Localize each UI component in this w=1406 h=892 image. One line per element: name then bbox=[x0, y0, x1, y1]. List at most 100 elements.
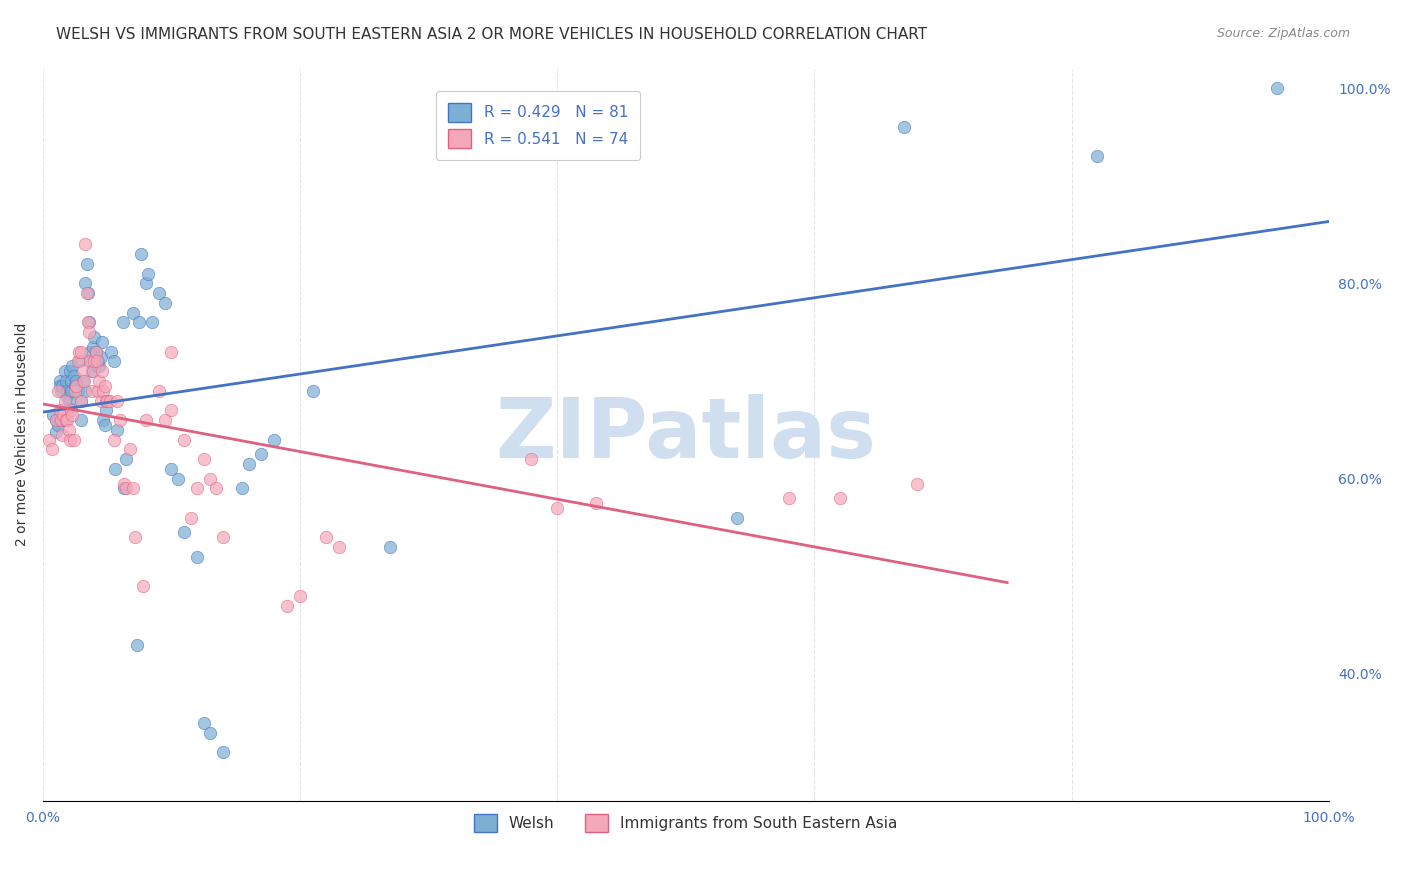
Immigrants from South Eastern Asia bbox=[173, 433, 195, 447]
Welsh bbox=[46, 417, 69, 432]
Welsh bbox=[62, 359, 84, 374]
Welsh bbox=[77, 286, 100, 301]
Immigrants from South Eastern Asia bbox=[112, 476, 135, 491]
Welsh bbox=[67, 354, 90, 368]
Welsh bbox=[90, 350, 112, 364]
Welsh bbox=[42, 408, 65, 422]
Welsh bbox=[48, 379, 70, 393]
Immigrants from South Eastern Asia bbox=[186, 482, 208, 496]
Welsh bbox=[52, 413, 75, 427]
Immigrants from South Eastern Asia bbox=[72, 364, 94, 378]
Y-axis label: 2 or more Vehicles in Household: 2 or more Vehicles in Household bbox=[15, 323, 30, 547]
Welsh bbox=[212, 745, 235, 759]
Immigrants from South Eastern Asia bbox=[120, 442, 142, 457]
Welsh bbox=[75, 277, 97, 291]
Immigrants from South Eastern Asia bbox=[778, 491, 800, 505]
Welsh bbox=[125, 638, 148, 652]
Immigrants from South Eastern Asia bbox=[89, 374, 111, 388]
Immigrants from South Eastern Asia bbox=[160, 403, 183, 417]
Legend: Welsh, Immigrants from South Eastern Asia: Welsh, Immigrants from South Eastern Asi… bbox=[461, 801, 910, 845]
Welsh bbox=[94, 403, 117, 417]
Welsh bbox=[91, 334, 114, 349]
Welsh bbox=[53, 364, 76, 378]
Immigrants from South Eastern Asia bbox=[62, 408, 84, 422]
Welsh bbox=[100, 344, 122, 359]
Immigrants from South Eastern Asia bbox=[212, 530, 235, 544]
Immigrants from South Eastern Asia bbox=[76, 286, 98, 301]
Welsh bbox=[263, 433, 285, 447]
Welsh bbox=[167, 472, 190, 486]
Immigrants from South Eastern Asia bbox=[77, 315, 100, 329]
Welsh bbox=[56, 384, 79, 398]
Welsh bbox=[91, 413, 114, 427]
Immigrants from South Eastern Asia bbox=[70, 344, 93, 359]
Welsh bbox=[186, 549, 208, 564]
Immigrants from South Eastern Asia bbox=[98, 393, 121, 408]
Welsh bbox=[86, 359, 108, 374]
Welsh bbox=[45, 425, 67, 439]
Welsh bbox=[80, 364, 103, 378]
Welsh bbox=[198, 725, 221, 739]
Immigrants from South Eastern Asia bbox=[75, 237, 97, 252]
Immigrants from South Eastern Asia bbox=[84, 344, 107, 359]
Welsh bbox=[72, 374, 94, 388]
Immigrants from South Eastern Asia bbox=[51, 427, 73, 442]
Welsh bbox=[58, 401, 80, 416]
Immigrants from South Eastern Asia bbox=[148, 384, 170, 398]
Welsh bbox=[141, 315, 163, 329]
Welsh bbox=[45, 413, 67, 427]
Immigrants from South Eastern Asia bbox=[56, 413, 79, 427]
Welsh bbox=[893, 120, 915, 134]
Immigrants from South Eastern Asia bbox=[180, 510, 202, 524]
Immigrants from South Eastern Asia bbox=[59, 433, 82, 447]
Welsh bbox=[55, 374, 77, 388]
Immigrants from South Eastern Asia bbox=[107, 393, 129, 408]
Welsh bbox=[60, 384, 83, 398]
Welsh bbox=[80, 354, 103, 368]
Immigrants from South Eastern Asia bbox=[135, 413, 157, 427]
Immigrants from South Eastern Asia bbox=[82, 364, 104, 378]
Immigrants from South Eastern Asia bbox=[65, 379, 87, 393]
Welsh bbox=[111, 315, 134, 329]
Welsh bbox=[250, 447, 273, 461]
Immigrants from South Eastern Asia bbox=[93, 379, 115, 393]
Immigrants from South Eastern Asia bbox=[94, 393, 117, 408]
Welsh bbox=[153, 296, 176, 310]
Welsh bbox=[65, 374, 87, 388]
Immigrants from South Eastern Asia bbox=[96, 393, 118, 408]
Welsh bbox=[302, 384, 325, 398]
Text: Source: ZipAtlas.com: Source: ZipAtlas.com bbox=[1216, 27, 1350, 40]
Welsh bbox=[136, 267, 159, 281]
Immigrants from South Eastern Asia bbox=[62, 433, 84, 447]
Immigrants from South Eastern Asia bbox=[53, 393, 76, 408]
Welsh bbox=[115, 452, 138, 467]
Immigrants from South Eastern Asia bbox=[108, 413, 131, 427]
Welsh bbox=[89, 359, 111, 374]
Welsh bbox=[104, 462, 127, 476]
Welsh bbox=[63, 379, 86, 393]
Welsh bbox=[76, 257, 98, 271]
Immigrants from South Eastern Asia bbox=[63, 384, 86, 398]
Welsh bbox=[70, 393, 93, 408]
Immigrants from South Eastern Asia bbox=[80, 384, 103, 398]
Immigrants from South Eastern Asia bbox=[70, 393, 93, 408]
Text: WELSH VS IMMIGRANTS FROM SOUTH EASTERN ASIA 2 OR MORE VEHICLES IN HOUSEHOLD CORR: WELSH VS IMMIGRANTS FROM SOUTH EASTERN A… bbox=[56, 27, 928, 42]
Immigrants from South Eastern Asia bbox=[86, 354, 108, 368]
Welsh bbox=[84, 344, 107, 359]
Immigrants from South Eastern Asia bbox=[91, 384, 114, 398]
Welsh bbox=[48, 374, 70, 388]
Welsh bbox=[725, 510, 748, 524]
Welsh bbox=[75, 384, 97, 398]
Immigrants from South Eastern Asia bbox=[124, 530, 146, 544]
Immigrants from South Eastern Asia bbox=[73, 374, 96, 388]
Immigrants from South Eastern Asia bbox=[828, 491, 851, 505]
Immigrants from South Eastern Asia bbox=[91, 364, 114, 378]
Welsh bbox=[83, 330, 105, 344]
Immigrants from South Eastern Asia bbox=[58, 423, 80, 437]
Immigrants from South Eastern Asia bbox=[276, 599, 298, 613]
Immigrants from South Eastern Asia bbox=[67, 344, 90, 359]
Welsh bbox=[135, 277, 157, 291]
Immigrants from South Eastern Asia bbox=[585, 496, 607, 510]
Immigrants from South Eastern Asia bbox=[79, 354, 101, 368]
Immigrants from South Eastern Asia bbox=[41, 442, 63, 457]
